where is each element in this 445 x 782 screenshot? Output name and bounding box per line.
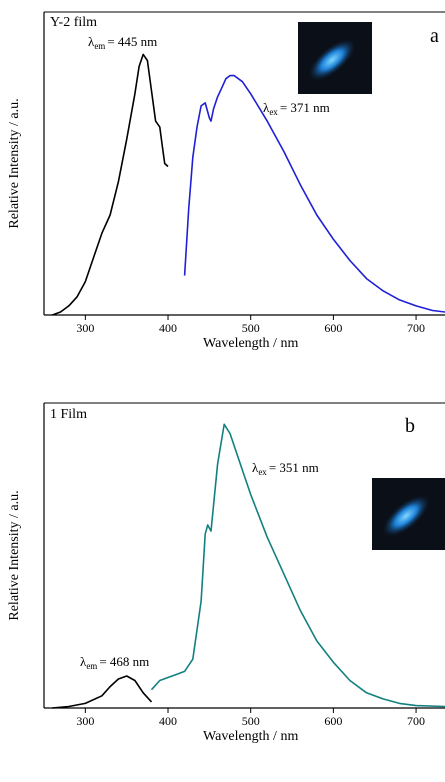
- x-tick-label: 500: [242, 714, 260, 728]
- annotation-subscript: em: [94, 41, 105, 51]
- x-tick-label: 400: [159, 321, 177, 335]
- panel-label: b: [405, 415, 415, 437]
- annotation-subscript: em: [86, 661, 97, 671]
- x-tick-label: 300: [76, 714, 94, 728]
- x-tick-label: 400: [159, 714, 177, 728]
- y-axis-label: Relative Intensity / a.u.: [7, 490, 22, 620]
- annotation: λem = 445 nm: [88, 34, 157, 51]
- x-tick-label: 700: [407, 714, 425, 728]
- x-tick-label: 600: [324, 321, 342, 335]
- x-tick-label: 700: [407, 321, 425, 335]
- annotation-subscript: ex: [258, 467, 267, 477]
- chart-title: 1 Film: [50, 407, 87, 422]
- x-axis-label: Wavelength / nm: [203, 729, 298, 744]
- annotation-subscript: ex: [269, 107, 278, 117]
- annotation: λex = 371 nm: [263, 100, 330, 117]
- annotation-symbol: λ: [263, 100, 270, 115]
- spectrum-line: [183, 74, 445, 313]
- annotation-symbol: λ: [252, 460, 259, 475]
- x-axis-label: Wavelength / nm: [203, 336, 298, 351]
- annotation-symbol: λ: [88, 34, 95, 49]
- chart-title: Y-2 film: [50, 15, 97, 30]
- x-tick-label: 600: [324, 714, 342, 728]
- annotation-symbol: λ: [80, 654, 87, 669]
- x-tick-label: 500: [242, 321, 260, 335]
- spectrum-line: [150, 423, 445, 708]
- annotation-text: = 445 nm: [107, 34, 157, 49]
- annotation: λem = 468 nm: [80, 654, 149, 671]
- inset-glow: [381, 494, 431, 538]
- annotation-text: = 351 nm: [269, 460, 319, 475]
- panel-label: a: [430, 25, 439, 47]
- spectrum-line: [52, 53, 169, 316]
- annotation: λex = 351 nm: [252, 460, 319, 477]
- y-axis-label: Relative Intensity / a.u.: [7, 98, 22, 228]
- x-tick-label: 300: [76, 321, 94, 335]
- annotation-text: = 371 nm: [280, 100, 330, 115]
- spectrum-line: [52, 675, 153, 709]
- annotation-text: = 468 nm: [99, 654, 149, 669]
- inset-glow: [307, 38, 357, 82]
